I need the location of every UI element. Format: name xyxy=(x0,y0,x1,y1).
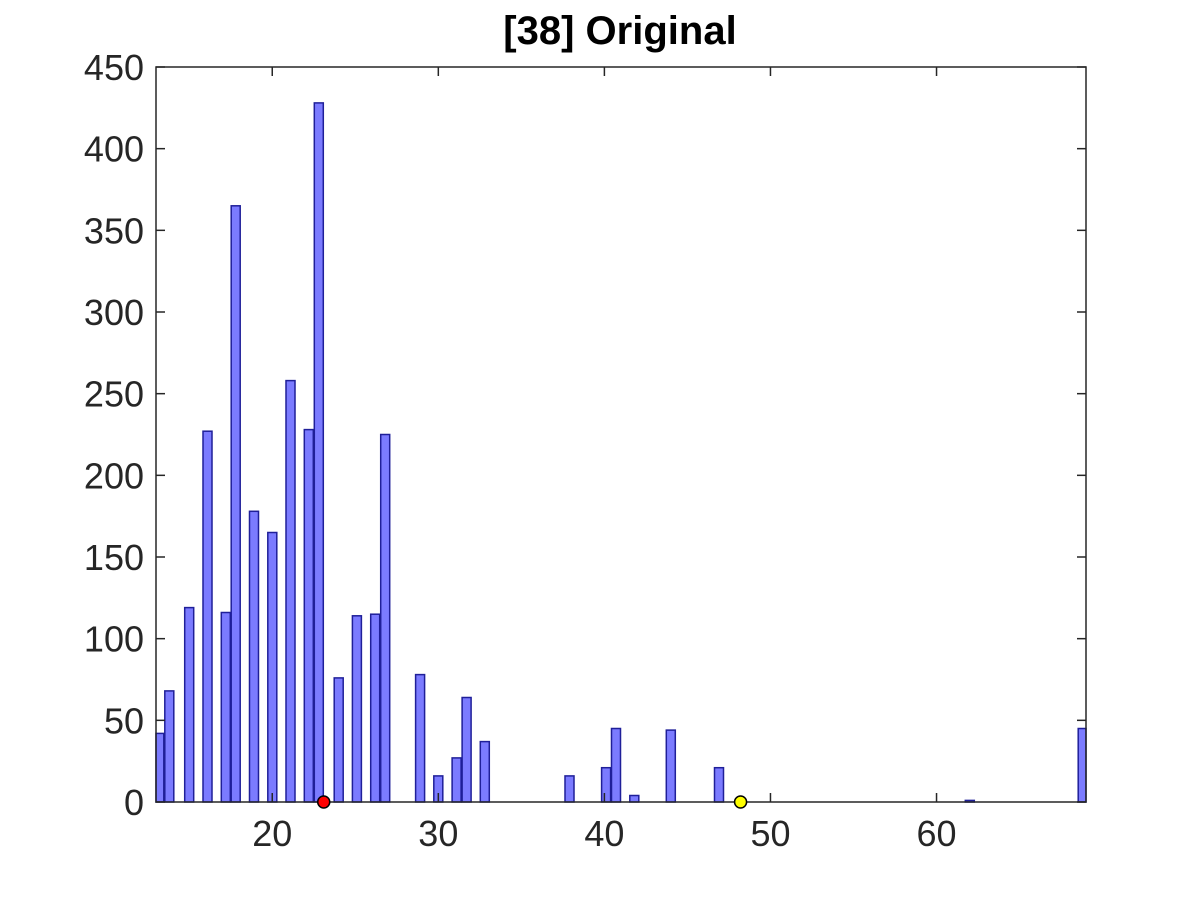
histogram-bar xyxy=(629,794,640,803)
histogram-bar xyxy=(230,205,241,803)
histogram-bar xyxy=(164,690,175,803)
y-tick-label: 150 xyxy=(84,537,144,578)
histogram-bar xyxy=(155,732,165,803)
histogram-bar xyxy=(285,379,296,803)
histogram-bar xyxy=(303,428,315,803)
histogram-bar xyxy=(461,696,472,803)
plot-area-frame xyxy=(155,66,1087,803)
y-tick-label: 450 xyxy=(84,47,144,88)
histogram-bar xyxy=(369,613,381,803)
x-tick-label: 20 xyxy=(252,813,292,854)
y-tick-label: 0 xyxy=(124,782,144,823)
histogram-bar xyxy=(183,606,195,803)
axes-layer: 20 30 40 50 60 0 50 100 150 200 250 300 350 400 450 xyxy=(84,47,1087,854)
histogram-bar xyxy=(414,673,426,803)
baseline-marker xyxy=(316,795,331,809)
histogram-bar xyxy=(665,729,677,803)
y-tick-label: 250 xyxy=(84,374,144,415)
y-tick-label: 300 xyxy=(84,292,144,333)
baseline-marker xyxy=(733,795,748,809)
histogram-bar xyxy=(333,677,344,803)
histogram-bar xyxy=(479,740,491,803)
histogram-bar xyxy=(220,611,232,803)
histogram-bar xyxy=(713,766,725,803)
histogram-bar xyxy=(1077,727,1087,803)
bars-layer xyxy=(155,102,1087,803)
histogram-bar xyxy=(451,757,462,803)
x-tick-label: 40 xyxy=(584,813,624,854)
histogram-bar xyxy=(351,615,363,803)
histogram-bar xyxy=(202,430,213,803)
y-tick-label: 100 xyxy=(84,619,144,660)
histogram-bar xyxy=(610,727,622,803)
histogram-bar xyxy=(564,775,575,803)
x-tick-label: 50 xyxy=(750,813,790,854)
histogram-bar xyxy=(600,766,612,803)
x-tick-label: 30 xyxy=(418,813,458,854)
y-tick-label: 400 xyxy=(84,129,144,170)
histogram-bar xyxy=(379,433,391,803)
y-tick-label: 50 xyxy=(104,700,144,741)
y-tick-label: 200 xyxy=(84,455,144,496)
histogram-bar xyxy=(313,102,325,803)
chart-title: [38] Original xyxy=(503,9,736,53)
markers-layer xyxy=(316,795,748,809)
histogram-bar xyxy=(248,510,260,803)
x-tick-label: 60 xyxy=(917,813,957,854)
histogram-bar xyxy=(267,531,278,803)
y-tick-label: 350 xyxy=(84,210,144,251)
